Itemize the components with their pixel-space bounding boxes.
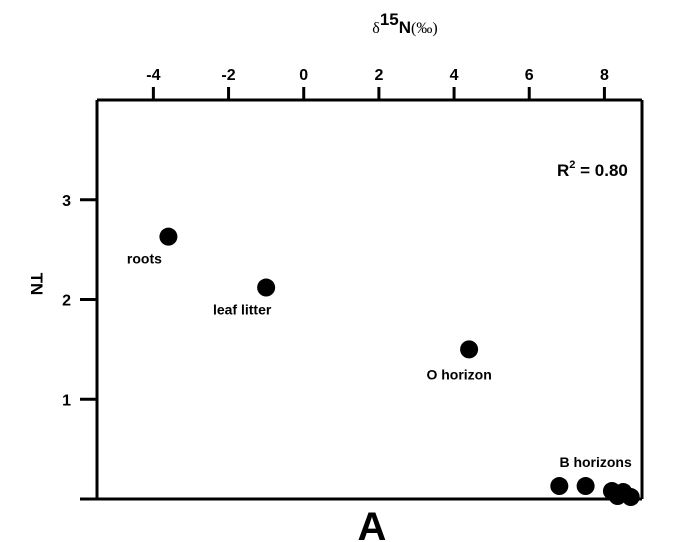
x-tick-label: 8: [600, 67, 609, 84]
point-label: leaf litter: [213, 302, 272, 318]
data-point: [159, 227, 178, 246]
data-points: [159, 227, 640, 507]
data-point: [257, 278, 276, 297]
data-point: [608, 487, 627, 506]
x-tick-label: 0: [299, 67, 308, 84]
x-axis-ticks: -4 -2 0 2 4 6 8: [146, 67, 609, 100]
data-point: [576, 477, 595, 496]
x-axis-symbol: δ: [372, 20, 380, 37]
x-tick-label: 6: [525, 67, 534, 84]
panel-label: A: [358, 505, 387, 542]
x-tick-label: -4: [146, 67, 160, 84]
data-point: [550, 477, 569, 496]
x-tick-label: -2: [221, 67, 235, 84]
x-tick-label: 2: [374, 67, 383, 84]
x-axis-superscript: 15: [380, 10, 399, 29]
point-labels: roots leaf litter O horizon B horizons: [127, 251, 632, 470]
y-axis-title: TN: [27, 273, 46, 296]
y-tick-label: 2: [62, 293, 71, 310]
y-axis-ticks: 1 2 3: [62, 193, 97, 409]
x-axis-title: δ15N(‰): [372, 10, 437, 37]
y-tick-label: 3: [62, 193, 71, 210]
x-axis-element: N: [399, 18, 411, 37]
x-axis-unit: (‰): [411, 20, 438, 37]
r2-value: = 0.80: [575, 161, 627, 180]
r2-superscript: 2: [569, 159, 575, 171]
r2-label: R: [557, 161, 569, 180]
point-label: B horizons: [559, 454, 632, 470]
data-point: [621, 488, 640, 507]
y-tick-label: 1: [62, 392, 71, 409]
point-label: O horizon: [426, 366, 491, 382]
r2-annotation: R2 = 0.80: [557, 159, 628, 180]
data-point: [460, 340, 479, 359]
point-label: roots: [127, 251, 162, 267]
plot-frame: [80, 98, 644, 501]
x-tick-label: 4: [450, 67, 459, 84]
